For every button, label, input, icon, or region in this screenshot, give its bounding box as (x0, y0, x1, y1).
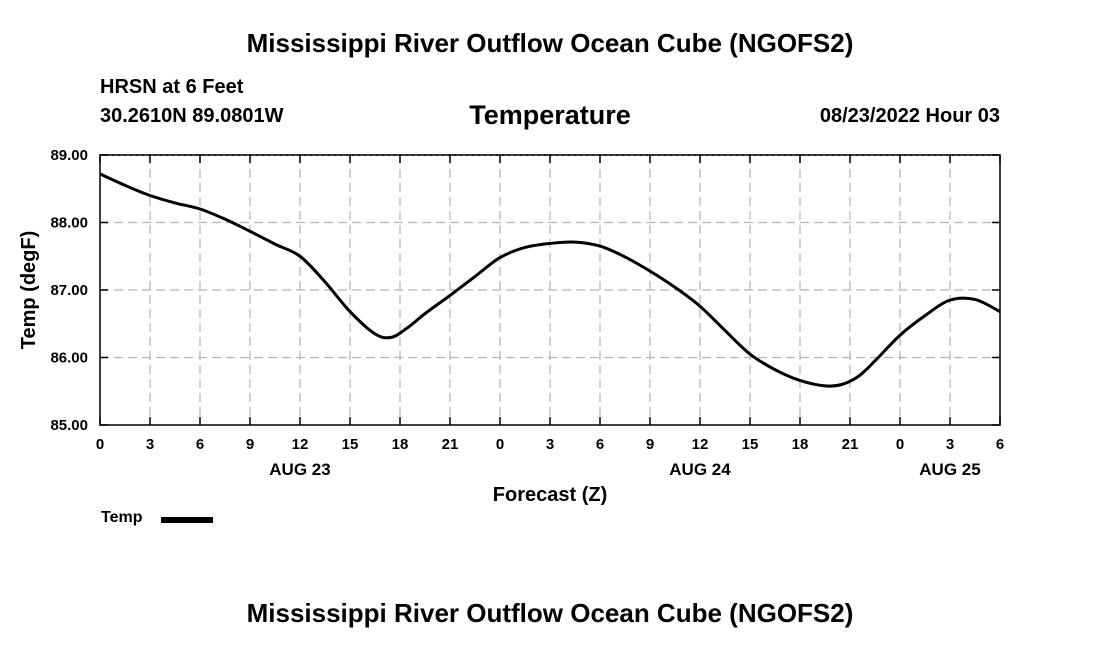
bottom-title: Mississippi River Outflow Ocean Cube (NG… (246, 598, 854, 628)
date-label: AUG 24 (669, 460, 731, 479)
page-title: Mississippi River Outflow Ocean Cube (NG… (246, 28, 854, 58)
date-label: AUG 23 (269, 460, 330, 479)
x-tick-label: 12 (292, 436, 309, 453)
y-tick-label: 86.00 (50, 350, 88, 367)
x-tick-label: 3 (546, 436, 554, 453)
x-tick-label: 6 (996, 436, 1004, 453)
x-tick-label: 18 (392, 436, 409, 453)
chart-title: Temperature (469, 100, 631, 130)
x-tick-label: 15 (742, 436, 759, 453)
x-axis-title: Forecast (Z) (493, 484, 607, 506)
y-tick-label: 85.00 (50, 417, 88, 434)
x-tick-label: 21 (842, 436, 859, 453)
legend-line-swatch (161, 517, 213, 523)
x-tick-label: 0 (896, 436, 904, 453)
y-tick-label: 89.00 (50, 147, 88, 164)
x-tick-label: 3 (946, 436, 954, 453)
station-label: HRSN at 6 Feet (100, 76, 244, 98)
y-tick-label: 88.00 (50, 215, 88, 232)
x-tick-label: 6 (596, 436, 604, 453)
forecast-datetime: 08/23/2022 Hour 03 (819, 105, 1000, 127)
x-tick-label: 15 (342, 436, 359, 453)
date-label: AUG 25 (919, 460, 980, 479)
x-tick-label: 0 (496, 436, 504, 453)
station-coordinates: 30.2610N 89.0801W (100, 105, 284, 127)
series-line-temp (99, 172, 1001, 388)
x-tick-label: 18 (792, 436, 809, 453)
x-tick-label: 0 (96, 436, 104, 453)
y-tick-label: 87.00 (50, 282, 88, 299)
x-tick-label: 12 (692, 436, 709, 453)
x-tick-label: 6 (196, 436, 204, 453)
legend-label: Temp (101, 509, 143, 526)
x-tick-label: 3 (146, 436, 154, 453)
y-axis-title: Temp (degF) (18, 231, 40, 350)
x-tick-label: 9 (246, 436, 254, 453)
x-tick-label: 21 (442, 436, 459, 453)
x-tick-label: 9 (646, 436, 654, 453)
